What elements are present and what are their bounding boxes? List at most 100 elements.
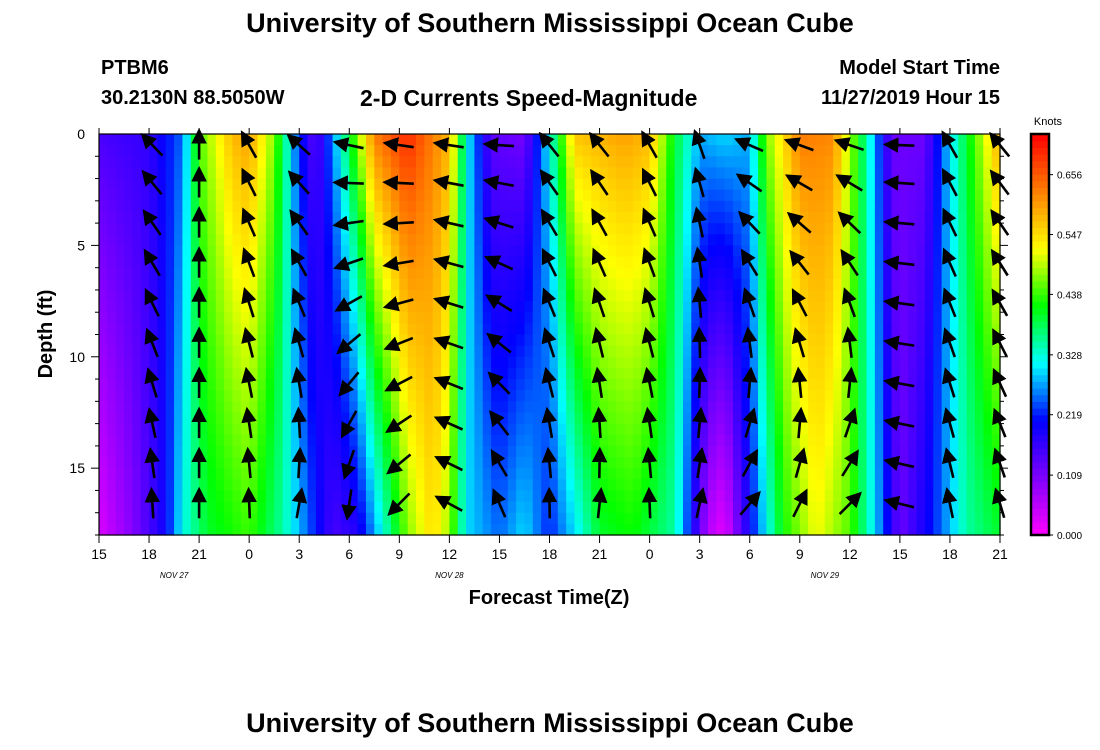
heat-cell — [741, 379, 751, 391]
heat-cell — [916, 334, 926, 347]
heat-cell — [491, 278, 501, 291]
heat-cell — [99, 245, 108, 258]
heat-cell — [866, 134, 876, 146]
heat-cell — [499, 501, 509, 514]
heat-cell — [215, 367, 225, 380]
current-arrow — [432, 137, 464, 153]
colorbar-swatch — [1031, 474, 1049, 483]
heat-cell — [758, 401, 767, 414]
heat-cell — [858, 278, 868, 291]
heat-cell — [365, 189, 375, 202]
heat-cell — [657, 523, 667, 536]
heat-cell — [574, 223, 584, 235]
heat-cell — [207, 289, 217, 302]
heat-cell — [766, 245, 776, 258]
heat-cell — [716, 345, 726, 358]
heat-cell — [249, 490, 259, 503]
heat-cell — [549, 367, 559, 380]
heat-cell — [682, 211, 692, 224]
x-tick-label: 15 — [91, 546, 107, 562]
heat-cell — [574, 134, 584, 146]
heat-cell — [841, 468, 851, 480]
heat-cell — [132, 468, 142, 480]
heat-cell — [557, 312, 567, 324]
heat-cell — [482, 223, 492, 235]
heat-cell — [332, 312, 342, 324]
heat-cell — [624, 178, 634, 191]
heat-cell — [974, 189, 984, 202]
heat-cell — [816, 234, 826, 246]
heat-cell — [315, 178, 325, 191]
heat-cell — [941, 479, 951, 492]
heat-cell — [207, 356, 217, 369]
heat-cell — [966, 468, 976, 480]
heat-cell — [833, 289, 843, 302]
heat-cell — [399, 490, 409, 503]
current-arrow — [942, 287, 957, 318]
heat-cell — [641, 356, 651, 369]
heat-cell — [441, 189, 450, 202]
heat-cell — [691, 445, 701, 458]
heat-cell — [507, 445, 517, 458]
heat-cell — [340, 167, 350, 180]
heat-cell — [265, 289, 275, 302]
heat-cell — [482, 457, 492, 469]
heat-cell — [649, 412, 659, 425]
heat-cell — [908, 156, 918, 169]
heat-cell — [249, 167, 259, 180]
heat-cell — [899, 512, 909, 525]
heat-cell — [165, 167, 175, 180]
heat-cell — [274, 167, 284, 180]
heat-cell — [482, 278, 492, 291]
heat-cell — [699, 211, 709, 224]
heat-cell — [124, 234, 133, 246]
heat-cell — [457, 278, 467, 291]
heat-cell — [265, 256, 275, 269]
heat-cell — [157, 390, 167, 402]
heat-cell — [466, 223, 476, 235]
heat-cell — [474, 379, 484, 391]
heat-cell — [966, 267, 976, 280]
heat-cell — [616, 167, 626, 180]
heat-cell — [182, 234, 192, 246]
current-arrow — [241, 287, 257, 318]
heat-cell — [958, 189, 968, 202]
heat-cell — [199, 523, 209, 536]
heat-cell — [315, 490, 325, 503]
heat-cell — [858, 256, 868, 269]
heat-cell — [507, 301, 517, 313]
heat-cell — [908, 523, 918, 536]
heat-cell — [424, 189, 434, 202]
heat-cell — [199, 434, 209, 447]
heat-cell — [474, 457, 484, 469]
current-arrow — [588, 131, 610, 158]
heat-cell — [557, 523, 567, 536]
heat-cell — [799, 145, 809, 157]
heat-cell — [249, 301, 259, 313]
heat-cell — [207, 390, 217, 402]
heat-cell — [632, 401, 642, 414]
heat-cell — [866, 200, 876, 213]
heat-cell — [424, 245, 434, 258]
heat-cell — [365, 301, 375, 313]
current-arrow — [742, 407, 758, 438]
heat-cell — [524, 245, 534, 258]
heat-cell — [132, 156, 142, 169]
heat-cell — [182, 167, 192, 180]
heat-cell — [674, 167, 684, 180]
heat-cell — [115, 501, 125, 514]
heat-cell — [532, 245, 542, 258]
heat-cell — [482, 156, 492, 169]
heat-cell — [983, 278, 993, 291]
heat-cell — [215, 479, 225, 492]
heat-cell — [808, 345, 818, 358]
current-arrow — [538, 131, 560, 158]
heat-cell — [841, 512, 851, 525]
heat-cell — [733, 490, 742, 503]
heat-cell — [382, 278, 392, 291]
heat-cell — [958, 145, 968, 157]
heat-cell — [766, 401, 776, 414]
heat-cell — [808, 301, 818, 313]
heat-cell — [349, 223, 359, 235]
heat-cell — [424, 379, 434, 391]
